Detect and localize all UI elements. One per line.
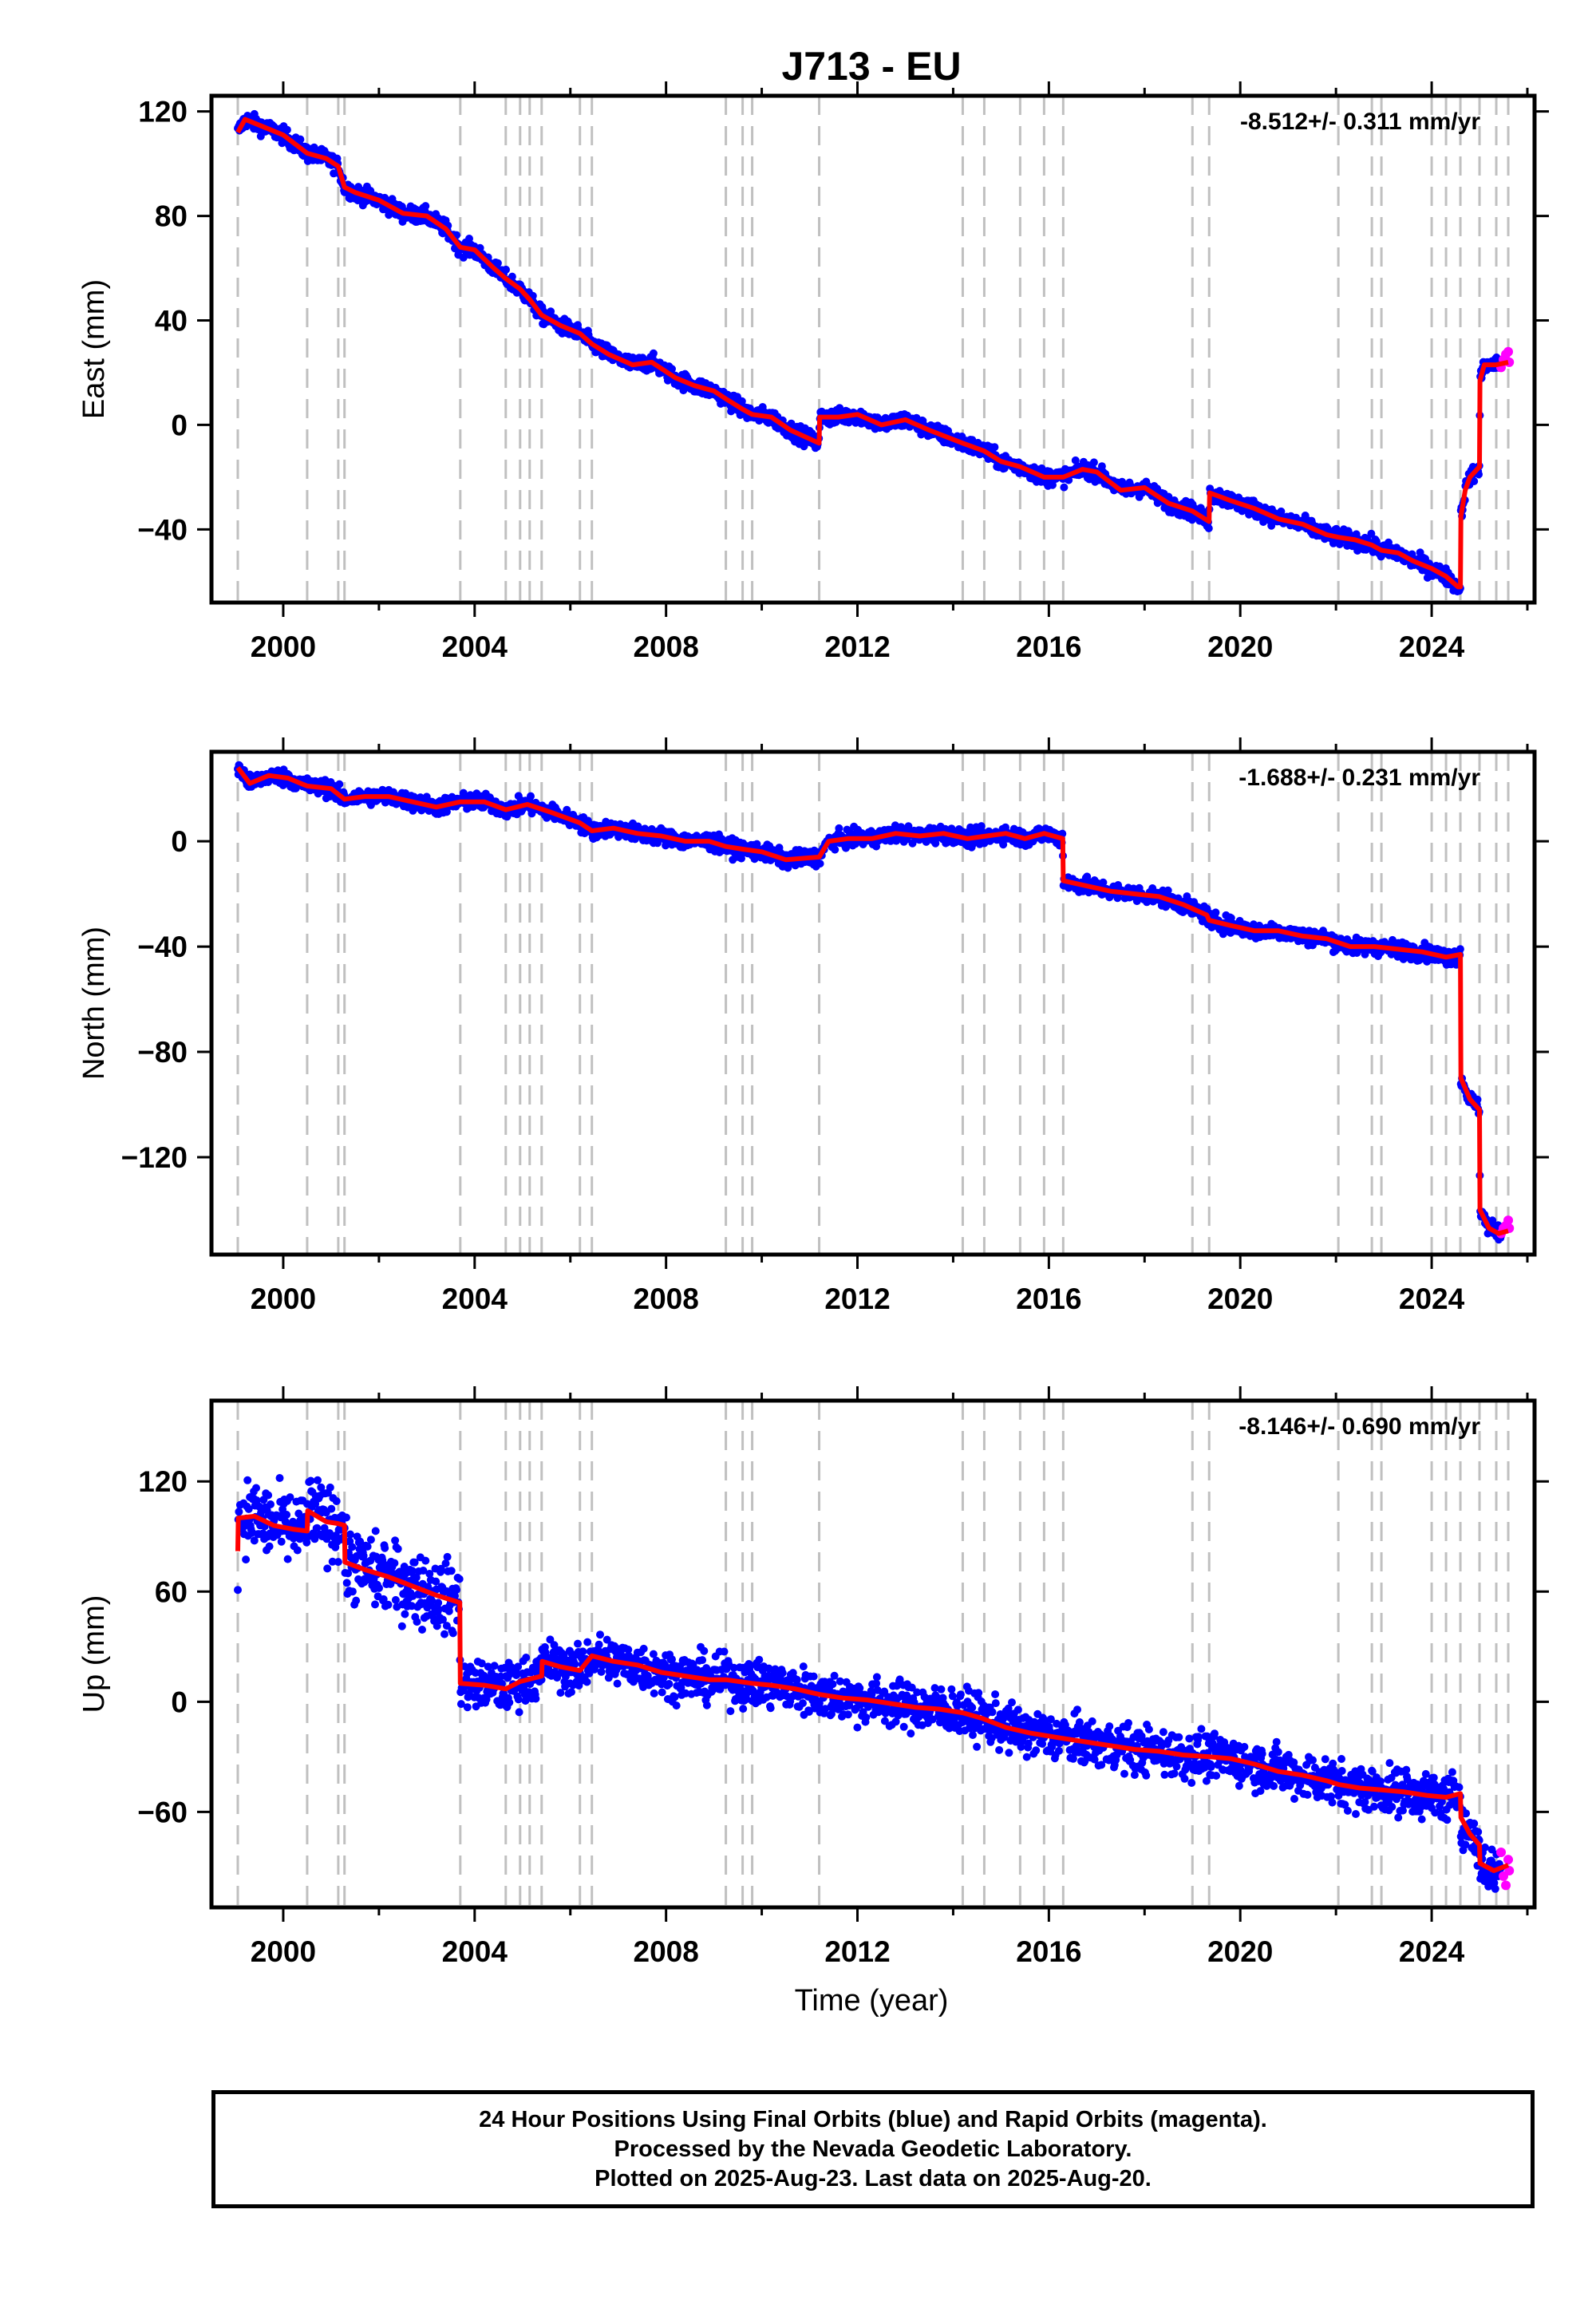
up-ytick-label: 0 [171, 1686, 188, 1718]
east-xtick-label: 2008 [634, 630, 699, 663]
up-ytick-label: 120 [138, 1465, 188, 1498]
chart-title: J713 - EU [781, 44, 961, 89]
up-panel: 120 60 0 −60 2000 2004 2008 2012 2016 2020 2024 Up … [77, 1386, 1549, 1968]
east-xtick-label: 2024 [1399, 630, 1465, 663]
north-rapid-orbit-point [1503, 1215, 1514, 1226]
up-xtick-label: 2012 [824, 1935, 890, 1968]
up-rate-label: -8.146+/- 0.690 mm/yr [1238, 1413, 1480, 1440]
east-model-line [235, 117, 1509, 590]
up-xtick-label: 2016 [1016, 1935, 1081, 1968]
north-xtick-label: 2024 [1399, 1282, 1465, 1315]
up-final-orbit-dots [234, 1474, 1505, 1893]
east-ytick-label: 120 [138, 96, 188, 128]
up-ytick-label: 60 [155, 1575, 188, 1608]
east-rapid-orbit-point [1503, 346, 1514, 357]
up-rapid-orbit-point [1503, 1855, 1514, 1865]
up-xtick-label: 2024 [1399, 1935, 1465, 1968]
up-rapid-orbit-point [1501, 1880, 1511, 1891]
caption-line-2: Processed by the Nevada Geodetic Laborat… [614, 2136, 1132, 2162]
north-ytick-label: −80 [137, 1036, 188, 1069]
north-xtick-label: 2000 [251, 1282, 316, 1315]
caption-box: 24 Hour Positions Using Final Orbits (bl… [211, 2090, 1535, 2208]
up-xtick-label: 2004 [442, 1935, 508, 1968]
north-ytick-label: −40 [137, 931, 188, 963]
east-xtick-label: 2004 [442, 630, 508, 663]
up-plot-frame [209, 1398, 1537, 1910]
north-xtick-label: 2020 [1207, 1282, 1273, 1315]
north-model-line [235, 765, 1509, 1236]
east-ytick-label: 40 [155, 304, 188, 337]
up-xtick-label: 2000 [251, 1935, 316, 1968]
east-ylabel: East (mm) [77, 279, 111, 419]
up-rapid-orbit-point [1496, 1847, 1507, 1857]
up-ylabel: Up (mm) [77, 1595, 111, 1713]
north-ytick-label: −120 [121, 1141, 188, 1174]
x-axis-label: Time (year) [795, 1984, 949, 2018]
north-xtick-label: 2016 [1016, 1282, 1081, 1315]
east-xtick-label: 2012 [824, 630, 890, 663]
north-final-orbit-dots [234, 761, 1505, 1244]
north-xtick-label: 2004 [442, 1282, 508, 1315]
east-final-orbit-dots [234, 109, 1505, 596]
north-final-orbit-points [234, 761, 1505, 1244]
north-rate-label: -1.688+/- 0.231 mm/yr [1238, 765, 1480, 791]
east-panel: 120 80 40 0 −40 2000 2004 2008 2012 2016 2020 2024 E… [77, 81, 1549, 663]
east-plot-frame [209, 93, 1537, 605]
north-ytick-label: 0 [171, 825, 188, 858]
up-ytick-label: −60 [137, 1796, 188, 1828]
north-plot-frame [209, 749, 1537, 1257]
up-final-orbit-points [234, 1474, 1505, 1893]
north-ylabel: North (mm) [77, 927, 111, 1080]
east-xtick-label: 2000 [251, 630, 316, 663]
east-ytick-label: 80 [155, 200, 188, 233]
east-final-orbit-points [234, 109, 1505, 596]
north-xtick-label: 2012 [824, 1282, 890, 1315]
caption-line-1: 24 Hour Positions Using Final Orbits (bl… [479, 2106, 1267, 2132]
east-xtick-label: 2016 [1016, 630, 1081, 663]
east-xtick-label: 2020 [1207, 630, 1273, 663]
up-xtick-label: 2008 [634, 1935, 699, 1968]
caption-line-3: Plotted on 2025-Aug-23. Last data on 202… [595, 2165, 1152, 2192]
up-xtick-label: 2020 [1207, 1935, 1273, 1968]
east-ytick-label: −40 [137, 513, 188, 546]
east-rate-label: -8.512+/- 0.311 mm/yr [1240, 109, 1480, 135]
north-xtick-label: 2008 [634, 1282, 699, 1315]
east-ytick-label: 0 [171, 409, 188, 441]
north-panel: 0 −40 −80 −120 2000 2004 2008 2012 2016 2020 2024 N… [77, 737, 1549, 1315]
up-model-line [235, 1508, 1510, 1873]
